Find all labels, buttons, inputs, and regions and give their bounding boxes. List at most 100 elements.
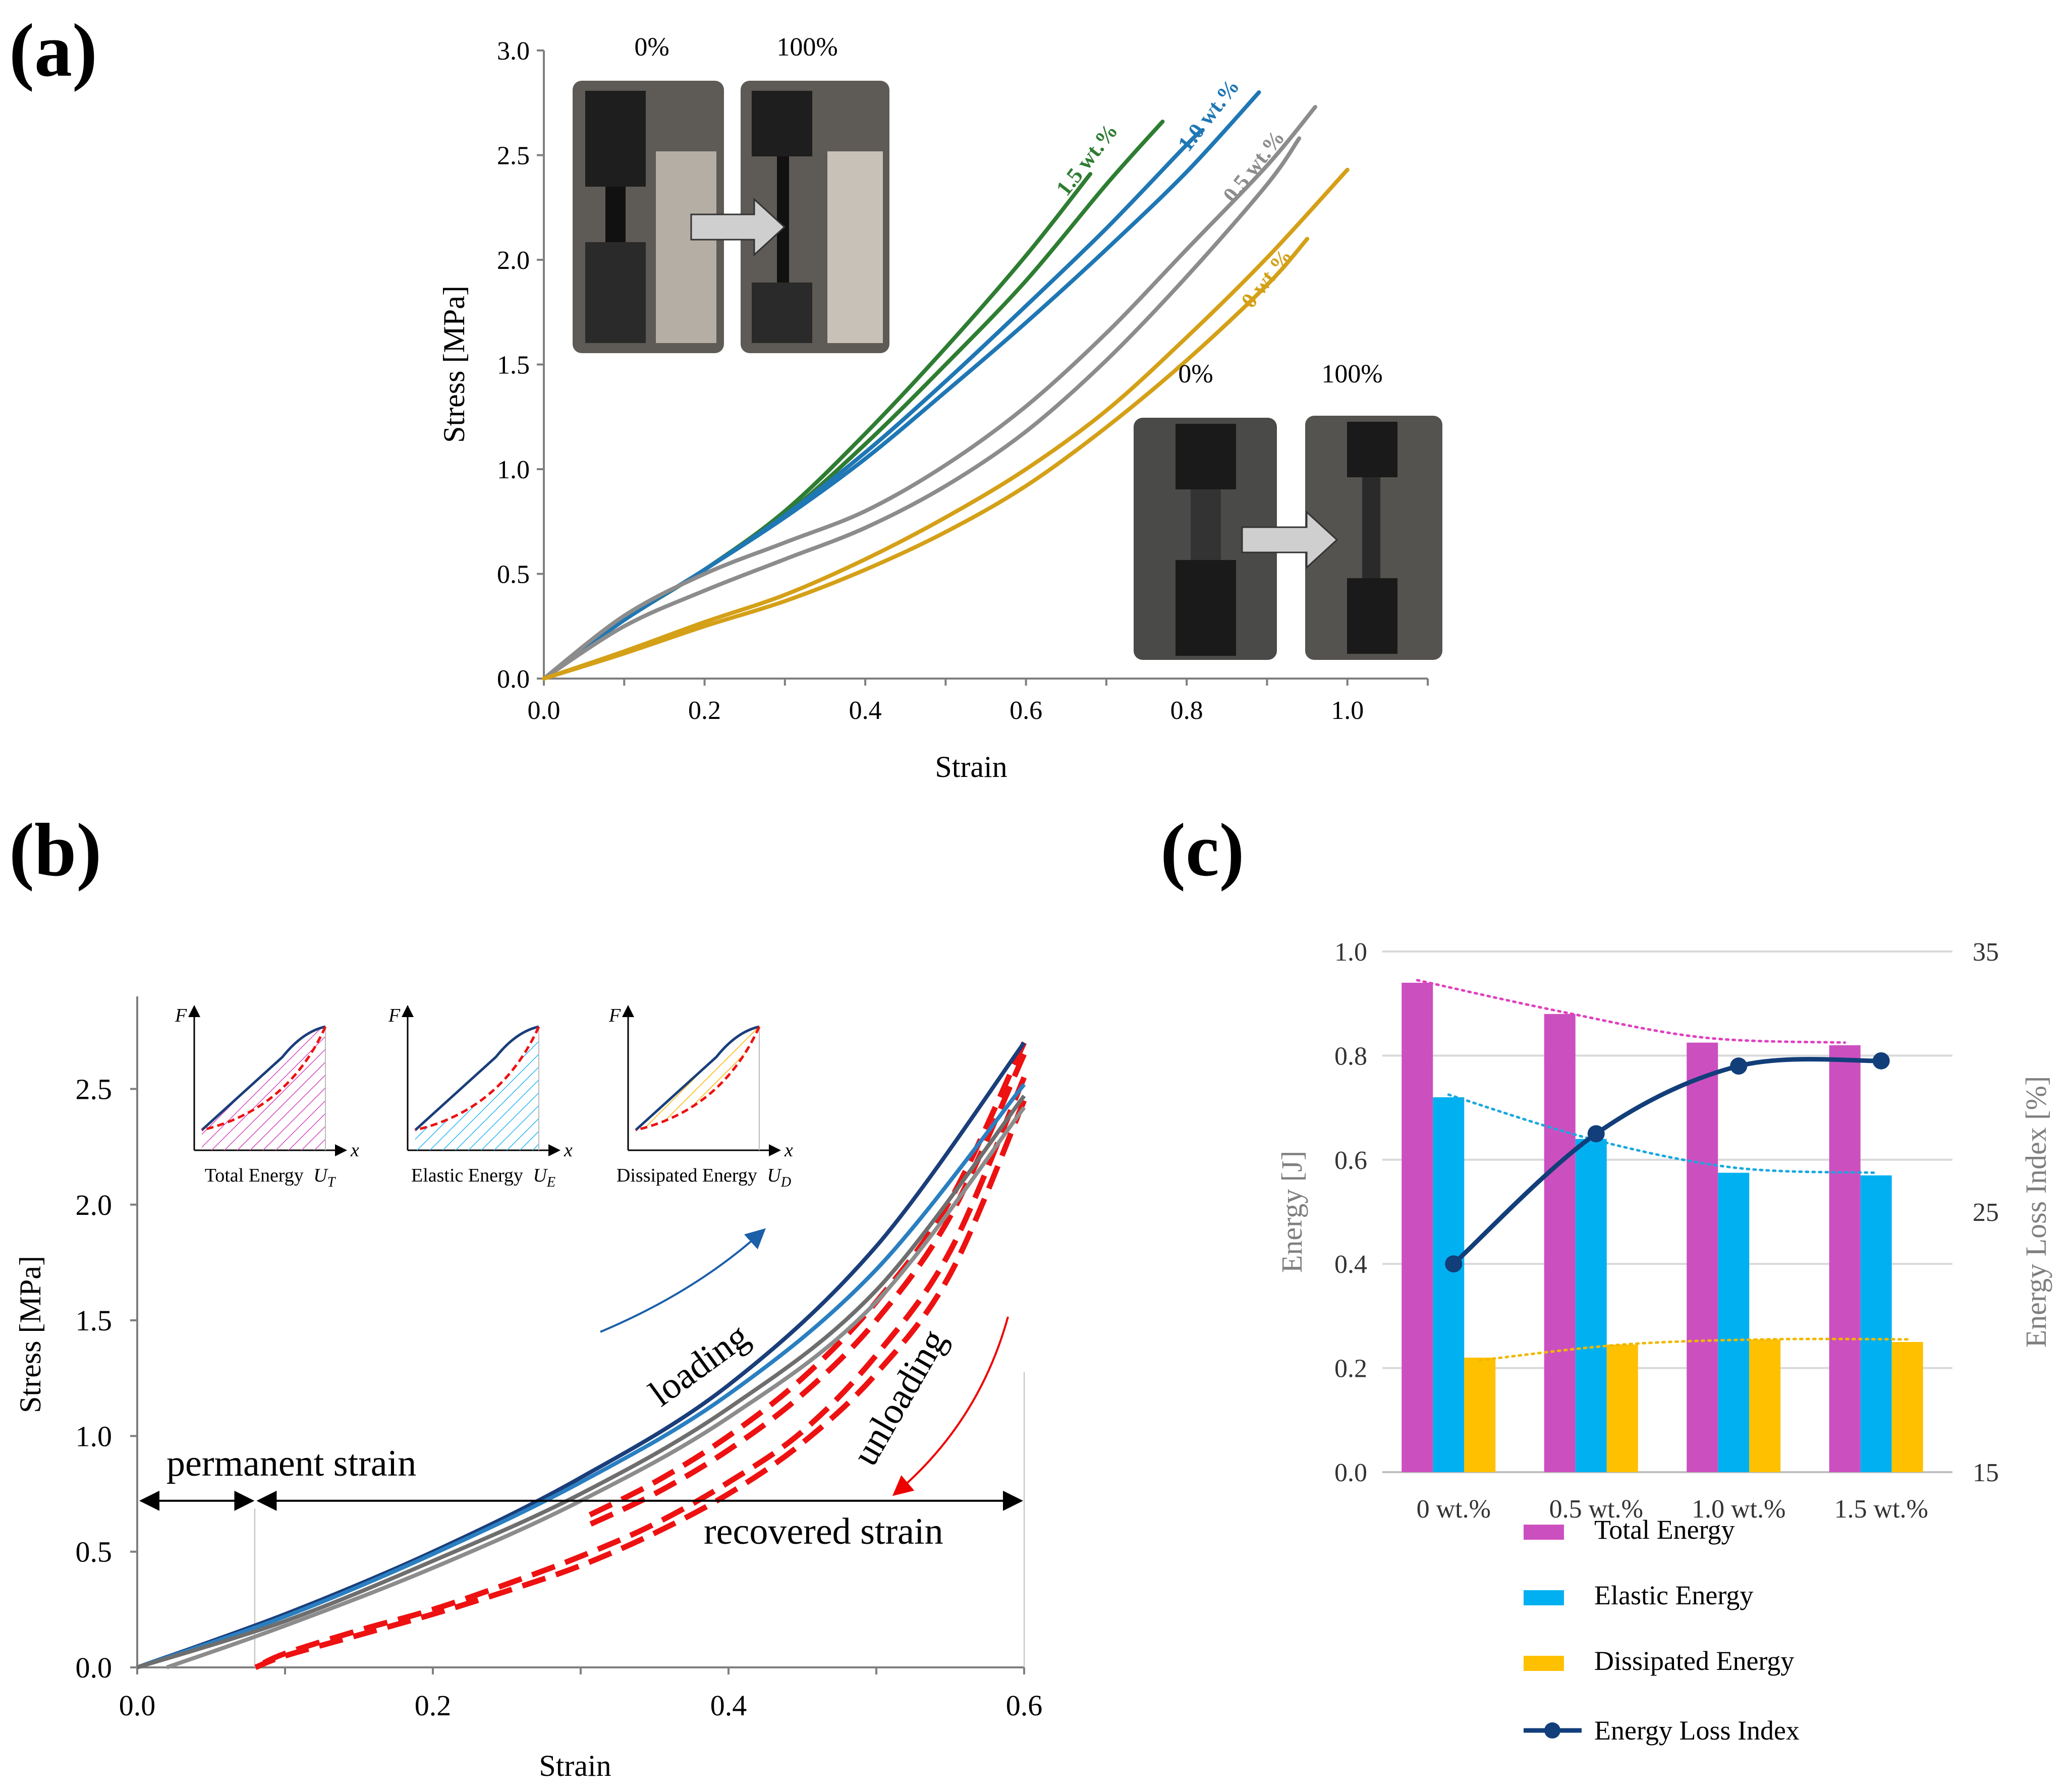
- series-curve: [542, 136, 1302, 681]
- unloading-curve: [579, 1041, 1027, 1522]
- y-tick-label: 1.0: [76, 1420, 113, 1452]
- energy-insets: Fx Total Energy UT Fx Elastic Energy UE Fx Di…: [175, 1005, 793, 1190]
- x-tick-label: 1.5 wt.%: [1834, 1495, 1928, 1524]
- inset-unloading-curve: [635, 1026, 761, 1132]
- unloading-curve: [254, 1076, 1027, 1670]
- x-tick-label: 0.4: [849, 696, 882, 725]
- energy-inset: Fx Dissipated Energy UD: [608, 1005, 793, 1190]
- chart-b-y-ticks: 0.0 0.5 1.0 1.5 2.0 2.5: [76, 1073, 137, 1684]
- energy-inset: Fx Total Energy UT: [175, 1005, 359, 1190]
- chart-a-x-label: Strain: [935, 750, 1007, 783]
- bar-elastic-energy: [1575, 1139, 1607, 1472]
- inset-x-label: x: [564, 1140, 573, 1161]
- energy-loss-point: [1445, 1255, 1463, 1273]
- chart-a-y-label: Stress [MPa]: [437, 286, 471, 443]
- chart-a: 0.0 0.5 1.0 1.5 2.0 2.5 3.0 0.0 0.2 0.4 0.6 0.8 1.0…: [437, 33, 1442, 783]
- chart-b-y-label: Stress [MPa]: [14, 1256, 47, 1413]
- arrow-right-icon: [1241, 510, 1338, 570]
- inset-f-label: F: [175, 1005, 187, 1026]
- chart-b-x-label: Strain: [539, 1749, 611, 1782]
- inset-f-label: F: [608, 1005, 621, 1026]
- inset-loading-curve: [414, 1025, 539, 1131]
- inset-x-label: x: [784, 1140, 793, 1161]
- inset-x-label: x: [350, 1140, 359, 1161]
- loading-curve: [136, 1094, 1026, 1669]
- energy-loss-point: [1730, 1057, 1748, 1075]
- trendline: [1478, 1337, 1909, 1362]
- bar-total-energy: [1402, 982, 1433, 1472]
- chart-c-y2-ticks: 15 25 35: [1973, 938, 1999, 1487]
- y2-tick-label: 25: [1973, 1198, 1999, 1227]
- bar-dissipated-energy: [1749, 1339, 1781, 1472]
- legend-label: Dissipated Energy: [1594, 1646, 1794, 1676]
- inset-unloading-curve: [415, 1026, 540, 1132]
- legend-label: Total Energy: [1594, 1515, 1735, 1545]
- y2-tick-label: 15: [1973, 1459, 1999, 1487]
- inset-title: Dissipated Energy UD: [617, 1165, 791, 1190]
- loading-curve: [166, 1106, 1026, 1669]
- y-tick-label: 1.0: [1334, 938, 1367, 967]
- y-tick-label: 0.0: [497, 665, 530, 694]
- x-tick-label: 0.0: [528, 696, 561, 725]
- legend-label: Energy Loss Index: [1594, 1715, 1800, 1746]
- y-tick-label: 3.0: [497, 37, 530, 66]
- chart-c-x-ticks: 0 wt.% 0.5 wt.% 1.0 wt.% 1.5 wt.%: [1417, 1495, 1928, 1524]
- x-tick-label: 0 wt.%: [1417, 1495, 1491, 1524]
- y-tick-label: 1.0: [497, 456, 530, 484]
- loading-curve: [136, 1083, 1026, 1669]
- inset-hatch: [202, 1027, 325, 1150]
- panel-label-b: (b): [9, 808, 101, 892]
- y-tick-label: 0.2: [1334, 1355, 1367, 1383]
- y-tick-label: 2.0: [76, 1189, 113, 1221]
- energy-loss-point: [1587, 1125, 1605, 1143]
- y-tick-label: 0.5: [76, 1536, 113, 1569]
- chart-c-y-label: Energy [J]: [1275, 1151, 1308, 1273]
- legend-swatch: [1524, 1656, 1564, 1671]
- x-tick-label: 0.6: [1006, 1689, 1043, 1722]
- y-tick-label: 0.4: [1334, 1250, 1367, 1279]
- y-tick-label: 2.5: [497, 142, 530, 171]
- inset-hatch: [415, 1027, 539, 1150]
- trendline: [1416, 979, 1846, 1044]
- bar-dissipated-energy: [1891, 1342, 1923, 1472]
- x-tick-label: 1.0: [1331, 696, 1364, 725]
- trendline: [1447, 1093, 1878, 1174]
- x-tick-label: 0.2: [688, 696, 721, 725]
- series-curve: [542, 167, 1350, 681]
- inset-f-label: F: [388, 1005, 401, 1026]
- y-tick-label: 0.5: [497, 561, 530, 589]
- chart-c-bars: [1402, 982, 1923, 1472]
- panel-label-c: (c): [1160, 808, 1244, 892]
- chart-a-y-ticks: 0.0 0.5 1.0 1.5 2.0 2.5 3.0: [497, 37, 544, 694]
- x-tick-label: 0.4: [710, 1689, 747, 1722]
- inset-loading-curve: [635, 1025, 760, 1131]
- photo-top-label-0: 0%: [634, 33, 669, 62]
- chart-c-legend: Total Energy Elastic Energy Dissipated Ene…: [1524, 1515, 1800, 1746]
- recovered-strain-label: recovered strain: [704, 1511, 943, 1552]
- x-tick-label: 0.6: [1010, 696, 1042, 725]
- bar-elastic-energy: [1433, 1097, 1465, 1472]
- legend-label: Elastic Energy: [1594, 1580, 1753, 1610]
- legend-swatch: [1524, 1590, 1564, 1605]
- loading-arrow-icon: [600, 1228, 766, 1333]
- inset-unloading-curve: [201, 1026, 327, 1132]
- x-tick-label: 0.8: [1170, 696, 1203, 725]
- x-tick-label: 0.5 wt.%: [1549, 1495, 1643, 1524]
- photo-inset-top: 0% 100%: [573, 33, 889, 353]
- x-tick-label: 0.0: [119, 1689, 156, 1722]
- chart-c-y2-label: Energy Loss Index [%]: [2020, 1076, 2052, 1348]
- y-tick-label: 1.5: [76, 1304, 113, 1337]
- chart-a-x-ticks: 0.0 0.2 0.4 0.6 0.8 1.0: [528, 679, 1429, 725]
- series-curve: [542, 237, 1310, 681]
- series-label: 1.5 wt.%: [1051, 119, 1123, 200]
- unloading-arrow-icon: [892, 1316, 1009, 1496]
- unloading-curve: [254, 1099, 1027, 1670]
- loading-curve: [136, 1041, 1026, 1669]
- inset-title: Total Energy UT: [205, 1165, 337, 1190]
- chart-b-x-ticks: 0.0 0.2 0.4 0.6: [119, 1667, 1043, 1722]
- chart-c-y-ticks: 0.0 0.2 0.4 0.6 0.8 1.0: [1334, 938, 1367, 1487]
- x-tick-label: 1.0 wt.%: [1692, 1495, 1785, 1524]
- bar-dissipated-energy: [1606, 1345, 1638, 1472]
- bar-elastic-energy: [1718, 1172, 1750, 1472]
